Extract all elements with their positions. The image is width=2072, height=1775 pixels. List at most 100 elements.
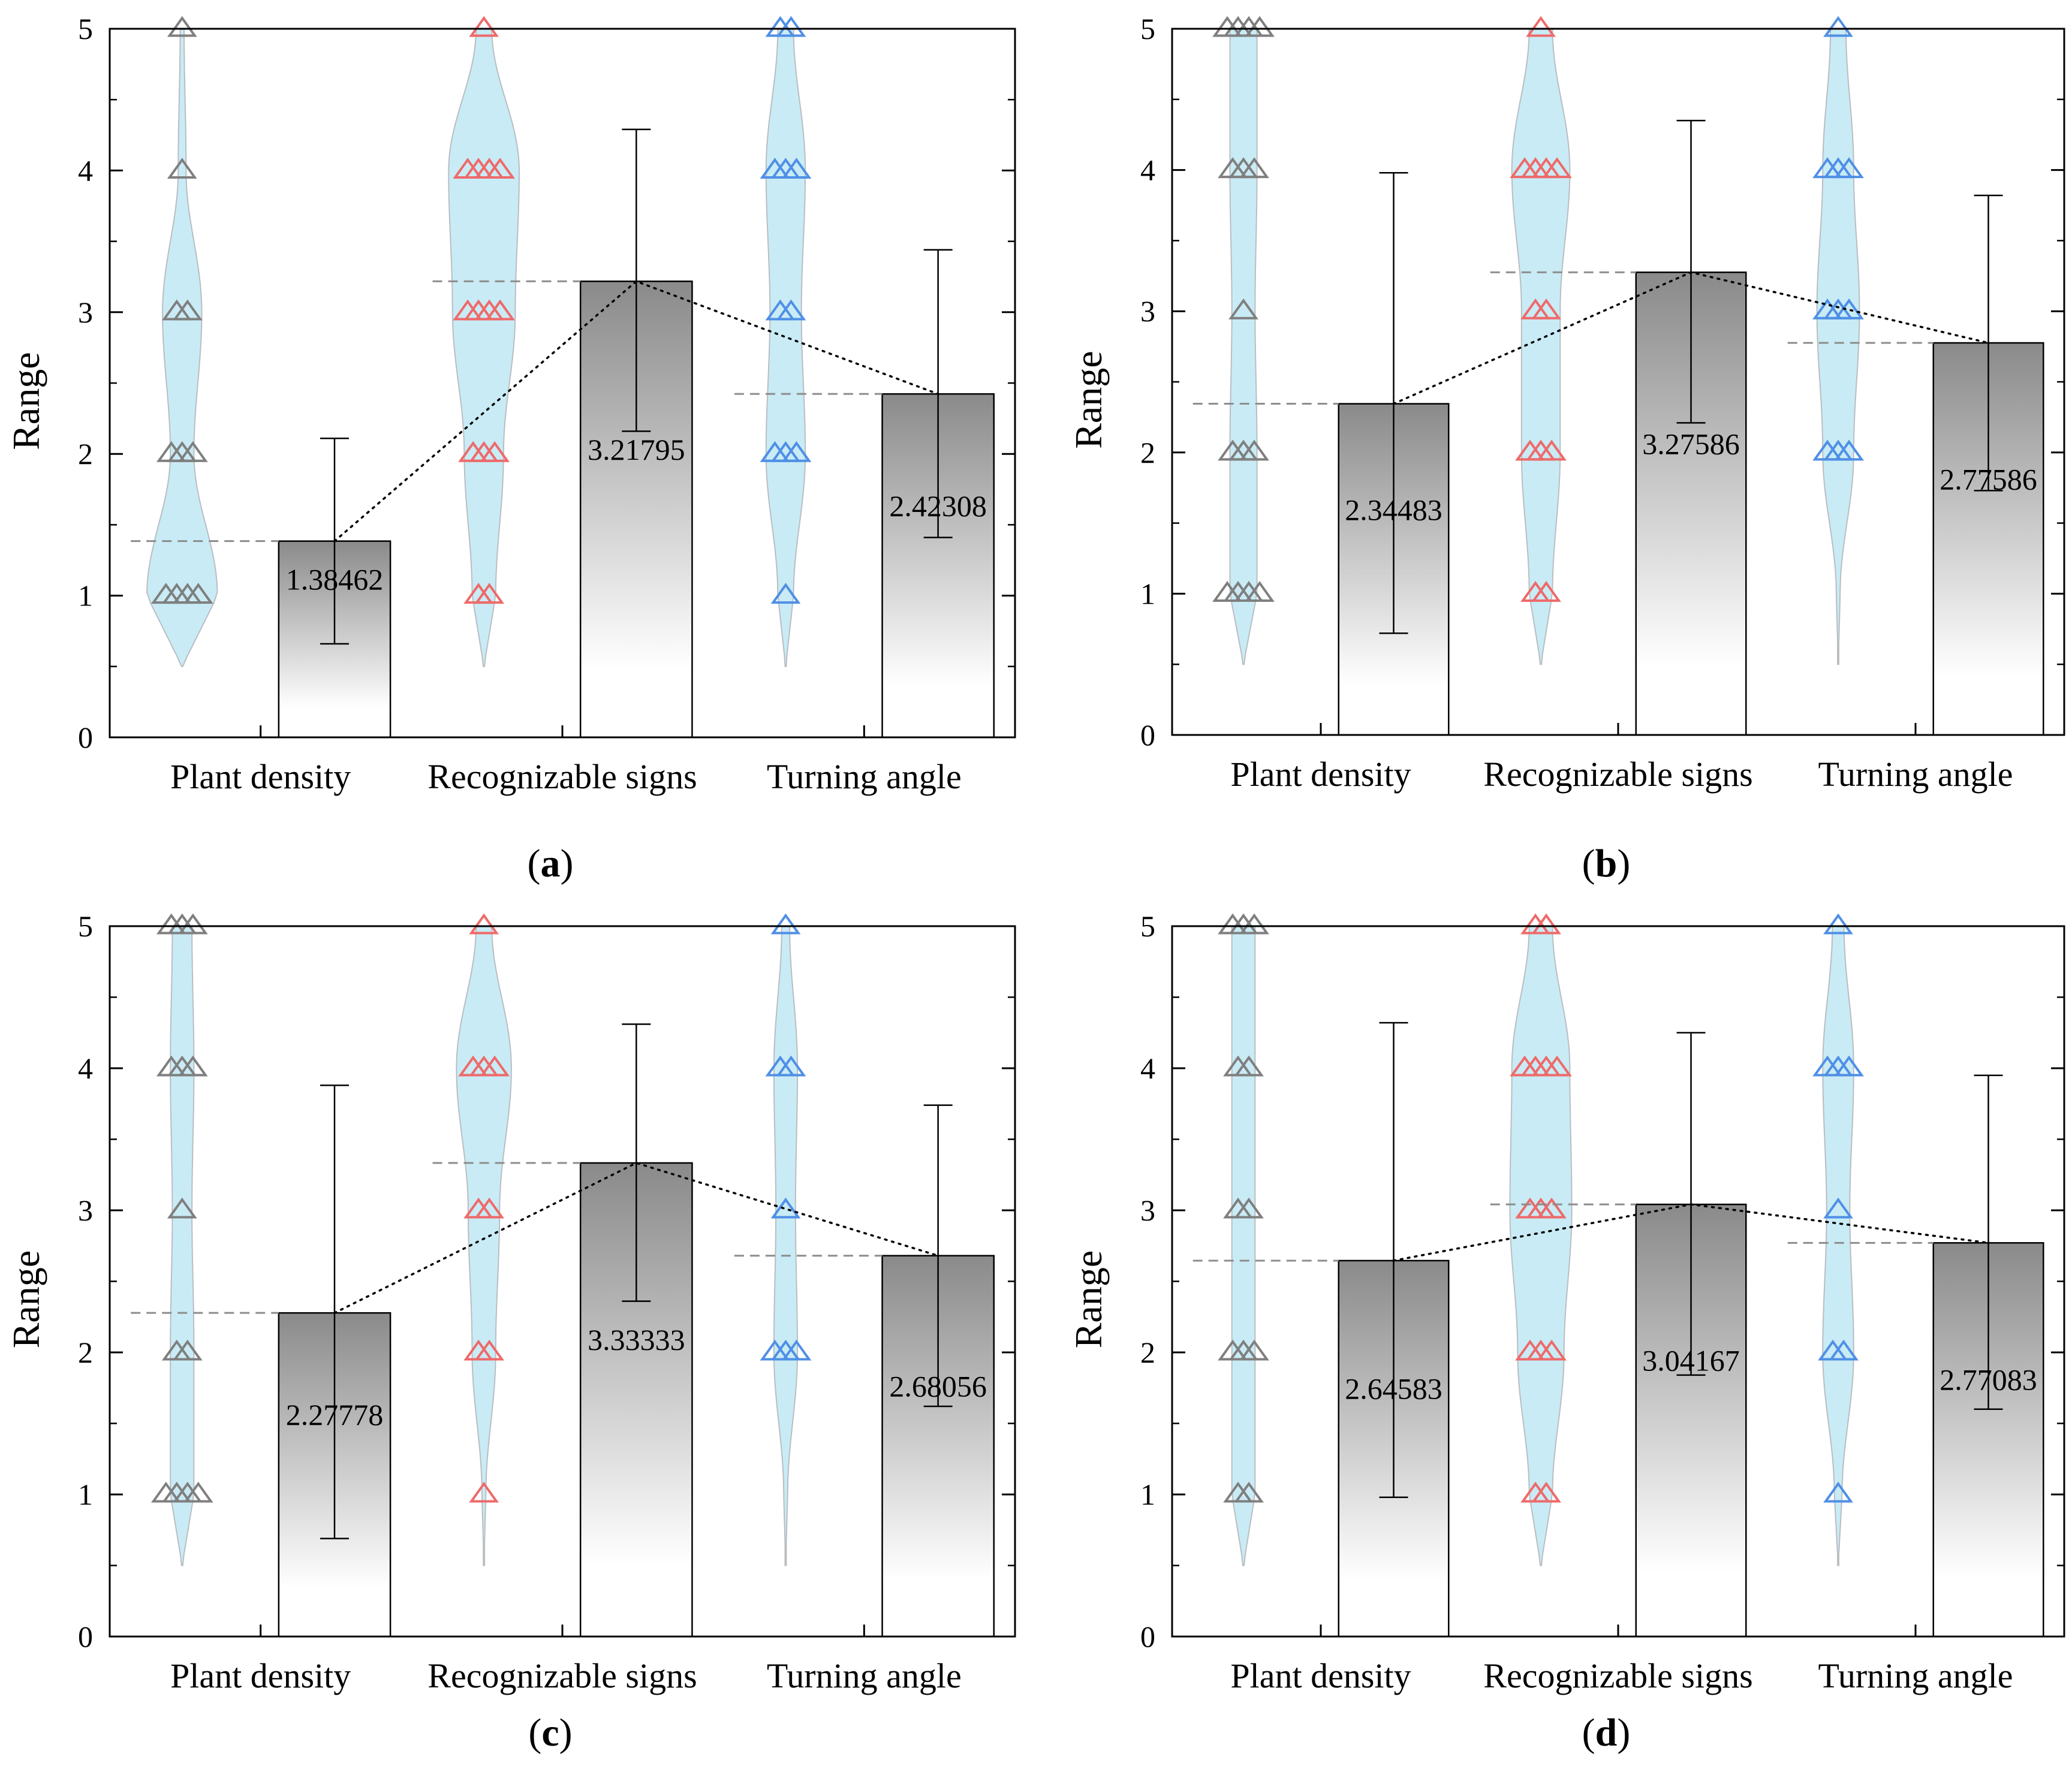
marker-plant-density [167,158,197,179]
y-tick-label: 5 [1140,909,1155,943]
marker-recognizable-signs [474,1339,505,1361]
marker-plant-density [183,1481,213,1503]
marker-plant-density [172,1339,203,1361]
marker-turning-angle [1823,16,1853,37]
trend-line [333,1162,939,1314]
y-tick-label: 0 [78,721,93,754]
marker-recognizable-signs [1537,439,1567,461]
y-tick-label: 2 [1140,1336,1155,1369]
marker-turning-angle [1829,1339,1859,1361]
y-tick-label: 1 [78,579,93,613]
y-tick-label: 4 [1140,1051,1155,1085]
data-label-turning-angle: 2.77586 [1940,463,2037,496]
chart-panel-a: 1.38462 3.21795 2.42308 0 1 2 3 4 5 Plant density… [5,12,1016,885]
marker-recognizable-signs [1531,581,1561,602]
marker-turning-angle [781,441,812,462]
marker-recognizable-signs [1531,1481,1561,1503]
y-axis-label: Range [5,352,47,450]
chart-panel-c: 2.27778 3.33333 2.68056 0 1 2 3 4 5 Plant density… [5,909,1016,1755]
violin-turning-angle [1816,28,1860,665]
y-tick-label: 0 [78,1620,93,1653]
x-tick-label-recognizable-signs: Recognizable signs [1483,755,1752,794]
x-tick-label-plant-density: Plant density [170,1656,351,1695]
marker-recognizable-signs [469,913,499,935]
panel-caption: (b) [1582,842,1631,885]
marker-turning-angle [1834,298,1864,320]
marker-turning-angle [1823,1197,1853,1219]
marker-turning-angle [1823,1481,1853,1503]
marker-turning-angle [776,299,806,321]
plot-frame [1171,925,2065,1638]
marker-plant-density [167,16,197,37]
y-tick-label: 0 [1140,1620,1155,1653]
marker-turning-angle [781,158,812,179]
y-axis-label: Range [1067,1250,1110,1349]
x-tick-label-recognizable-signs: Recognizable signs [427,757,697,796]
marker-turning-angle [770,583,801,604]
marker-recognizable-signs [480,441,510,462]
plot-frame [109,925,1016,1638]
marker-recognizable-signs [1537,1197,1567,1219]
x-tick-label-turning-angle: Turning angle [1818,1656,2013,1695]
marker-recognizable-signs [1537,1339,1567,1361]
data-label-turning-angle: 2.42308 [889,489,987,523]
y-tick-label: 0 [1140,718,1155,752]
y-tick-label: 3 [78,1194,93,1227]
marker-recognizable-signs [474,1197,505,1219]
data-label-plant-density: 2.64583 [1345,1372,1442,1406]
panel-caption: (c) [528,1711,572,1755]
marker-turning-angle [770,913,801,935]
data-label-recognizable-signs: 3.21795 [588,433,685,466]
marker-recognizable-signs [1531,913,1561,935]
violin-plant-density [170,926,195,1566]
y-axis-label: Range [1067,351,1110,449]
marker-recognizable-signs [485,299,516,321]
violin-turning-angle [765,28,806,667]
data-label-recognizable-signs: 3.33333 [588,1323,685,1357]
marker-plant-density [172,299,203,321]
marker-plant-density [1234,1055,1264,1077]
marker-recognizable-signs [474,583,505,604]
marker-turning-angle [770,1197,801,1219]
violin-plant-density [1229,28,1258,665]
y-tick-label: 5 [1140,12,1155,46]
chart-panel-d: 2.64583 3.04167 2.77083 0 1 2 3 4 5 Plant density… [1067,909,2065,1755]
y-tick-label: 2 [1140,436,1155,469]
marker-plant-density [177,913,208,935]
marker-plant-density [183,583,213,604]
data-label-recognizable-signs: 3.27586 [1642,427,1740,461]
y-tick-label: 5 [78,12,93,46]
violin-recognizable-signs [1511,28,1571,665]
y-tick-label: 4 [78,153,93,187]
y-tick-label: 3 [1140,1194,1155,1227]
marker-plant-density [1245,16,1275,37]
marker-plant-density [1245,581,1275,602]
x-tick-label-turning-angle: Turning angle [767,757,962,796]
plot-frame [1171,28,2065,736]
marker-turning-angle [1834,157,1864,179]
marker-plant-density [1239,913,1269,935]
y-tick-label: 1 [1140,577,1155,610]
data-label-turning-angle: 2.68056 [889,1369,987,1403]
x-tick-label-plant-density: Plant density [170,757,351,796]
violin-recognizable-signs [1509,926,1573,1566]
y-axis-label: Range [5,1250,47,1349]
marker-turning-angle [1823,913,1853,935]
y-tick-label: 3 [78,296,93,329]
marker-turning-angle [776,1055,806,1077]
violin-plant-density [1231,926,1256,1566]
y-tick-label: 1 [1140,1478,1155,1511]
data-label-plant-density: 1.38462 [286,563,384,596]
y-tick-label: 2 [78,437,93,471]
data-label-turning-angle: 2.77083 [1940,1363,2037,1397]
marker-recognizable-signs [485,158,516,179]
y-tick-label: 4 [1140,153,1155,187]
panel-caption: (d) [1582,1711,1631,1755]
marker-recognizable-signs [469,16,499,37]
marker-turning-angle [1834,439,1864,461]
x-tick-label-plant-density: Plant density [1230,755,1411,794]
violin-recognizable-signs [448,28,520,667]
marker-plant-density [1239,1339,1269,1361]
x-tick-label-recognizable-signs: Recognizable signs [427,1656,697,1695]
